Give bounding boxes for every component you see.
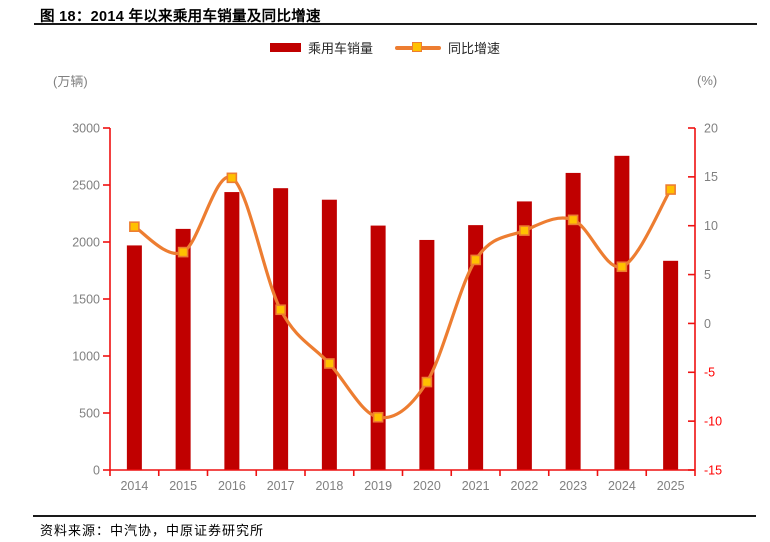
sales-bar [370, 225, 386, 470]
legend-label-sales: 乘用车销量 [307, 41, 373, 56]
title-divider [34, 23, 757, 25]
sales-bar [614, 155, 630, 470]
sales-bar [419, 239, 435, 470]
sales-bar [516, 201, 532, 470]
year-label: 2022 [510, 479, 538, 493]
left-tick-label: 2500 [72, 178, 100, 192]
year-label: 2024 [608, 479, 636, 493]
right-tick-label: 0 [704, 317, 711, 331]
year-label: 2017 [267, 479, 295, 493]
year-label: 2018 [315, 479, 343, 493]
right-tick-label: -10 [704, 415, 722, 429]
sales-growth-combo-chart: 0 500 1000 1500 2000 2500 3000 -15 -10 -5 0 5 10 15 20… [72, 121, 722, 493]
sales-bar [273, 188, 289, 470]
right-tick-label: 20 [704, 121, 718, 135]
chart-legend: 乘用车销量 同比增速 [0, 38, 770, 57]
growth-marker [519, 225, 530, 236]
growth-marker [129, 221, 140, 232]
year-label: 2015 [169, 479, 197, 493]
left-tick-label: 0 [93, 463, 100, 477]
right-tick-label: 5 [704, 268, 711, 282]
growth-marker [226, 172, 238, 184]
left-tick-label: 2000 [72, 235, 100, 249]
growth-marker [177, 246, 189, 258]
legend-label-growth: 同比增速 [448, 41, 501, 56]
right-tick-label: 15 [704, 170, 718, 184]
sales-bar [663, 260, 679, 470]
growth-marker [616, 261, 628, 273]
right-tick-label: -5 [704, 366, 715, 380]
line-marker-icon [412, 42, 422, 52]
right-axis-unit: (%) [697, 73, 718, 88]
source-divider [33, 515, 756, 517]
sales-bar [565, 172, 581, 470]
line-swatch-icon [395, 42, 441, 54]
growth-marker [567, 214, 579, 226]
sales-bar [224, 192, 240, 470]
sales-bar [126, 245, 142, 470]
legend-item-sales: 乘用车销量 [269, 38, 373, 57]
growth-marker [665, 184, 676, 195]
growth-marker [421, 376, 433, 388]
growth-line [132, 175, 673, 420]
growth-marker [470, 254, 481, 266]
left-tick-label: 500 [79, 406, 100, 420]
sales-bar [468, 225, 484, 470]
left-tick-label: 1000 [72, 349, 100, 363]
year-label: 2023 [559, 479, 587, 493]
source-note: 资料来源：中汽协，中原证券研究所 [40, 523, 265, 538]
year-label: 2016 [218, 479, 246, 493]
legend-item-growth: 同比增速 [395, 38, 500, 57]
figure-title: 图 18：2014 年以来乘用车销量及同比增速 [40, 9, 321, 25]
year-label: 2019 [364, 479, 392, 493]
left-tick-label: 1500 [72, 292, 100, 306]
left-tick-label: 3000 [72, 121, 100, 135]
right-tick-label: -15 [704, 463, 722, 477]
sales-bar [175, 228, 191, 470]
right-tick-label: 10 [704, 219, 718, 233]
year-label: 2020 [413, 479, 441, 493]
year-label: 2021 [462, 479, 490, 493]
left-axis-unit: (万辆) [53, 74, 88, 89]
sales-bar [321, 199, 337, 470]
growth-marker [324, 358, 335, 369]
year-label: 2025 [657, 479, 685, 493]
year-label: 2014 [120, 479, 148, 493]
growth-marker [372, 411, 384, 423]
bar-swatch-icon [269, 43, 301, 52]
growth-marker [275, 304, 286, 316]
